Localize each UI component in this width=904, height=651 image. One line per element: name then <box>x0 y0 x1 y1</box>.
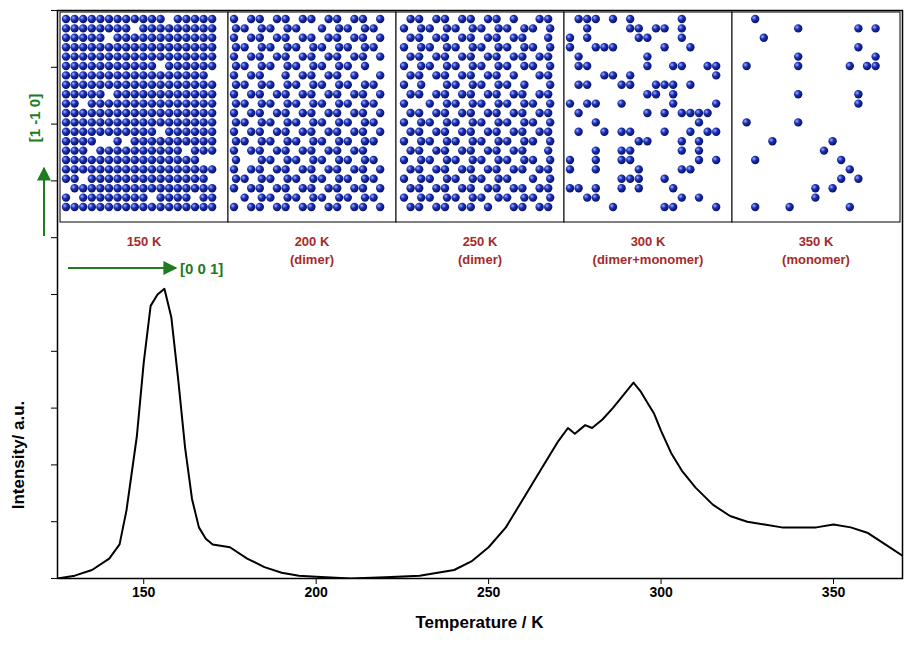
svg-text:250 K: 250 K <box>463 234 498 249</box>
svg-text:(dimer): (dimer) <box>458 252 502 267</box>
svg-text:150: 150 <box>132 584 156 600</box>
svg-text:150 K: 150 K <box>127 234 162 249</box>
svg-text:[0 0 1]: [0 0 1] <box>180 260 223 277</box>
svg-text:200: 200 <box>304 584 328 600</box>
svg-text:250: 250 <box>477 584 501 600</box>
svg-text:(dimer+monomer): (dimer+monomer) <box>593 252 704 267</box>
svg-text:Temperature / K: Temperature / K <box>415 613 544 632</box>
svg-text:(dimer): (dimer) <box>290 252 334 267</box>
svg-text:300 K: 300 K <box>631 234 666 249</box>
svg-text:300: 300 <box>649 584 673 600</box>
svg-text:350 K: 350 K <box>799 234 834 249</box>
svg-text:Intensity/ a.u.: Intensity/ a.u. <box>9 401 28 510</box>
svg-text:(monomer): (monomer) <box>782 252 850 267</box>
svg-text:[1 -1 0]: [1 -1 0] <box>26 94 43 142</box>
svg-text:200 K: 200 K <box>295 234 330 249</box>
svg-text:350: 350 <box>822 584 846 600</box>
